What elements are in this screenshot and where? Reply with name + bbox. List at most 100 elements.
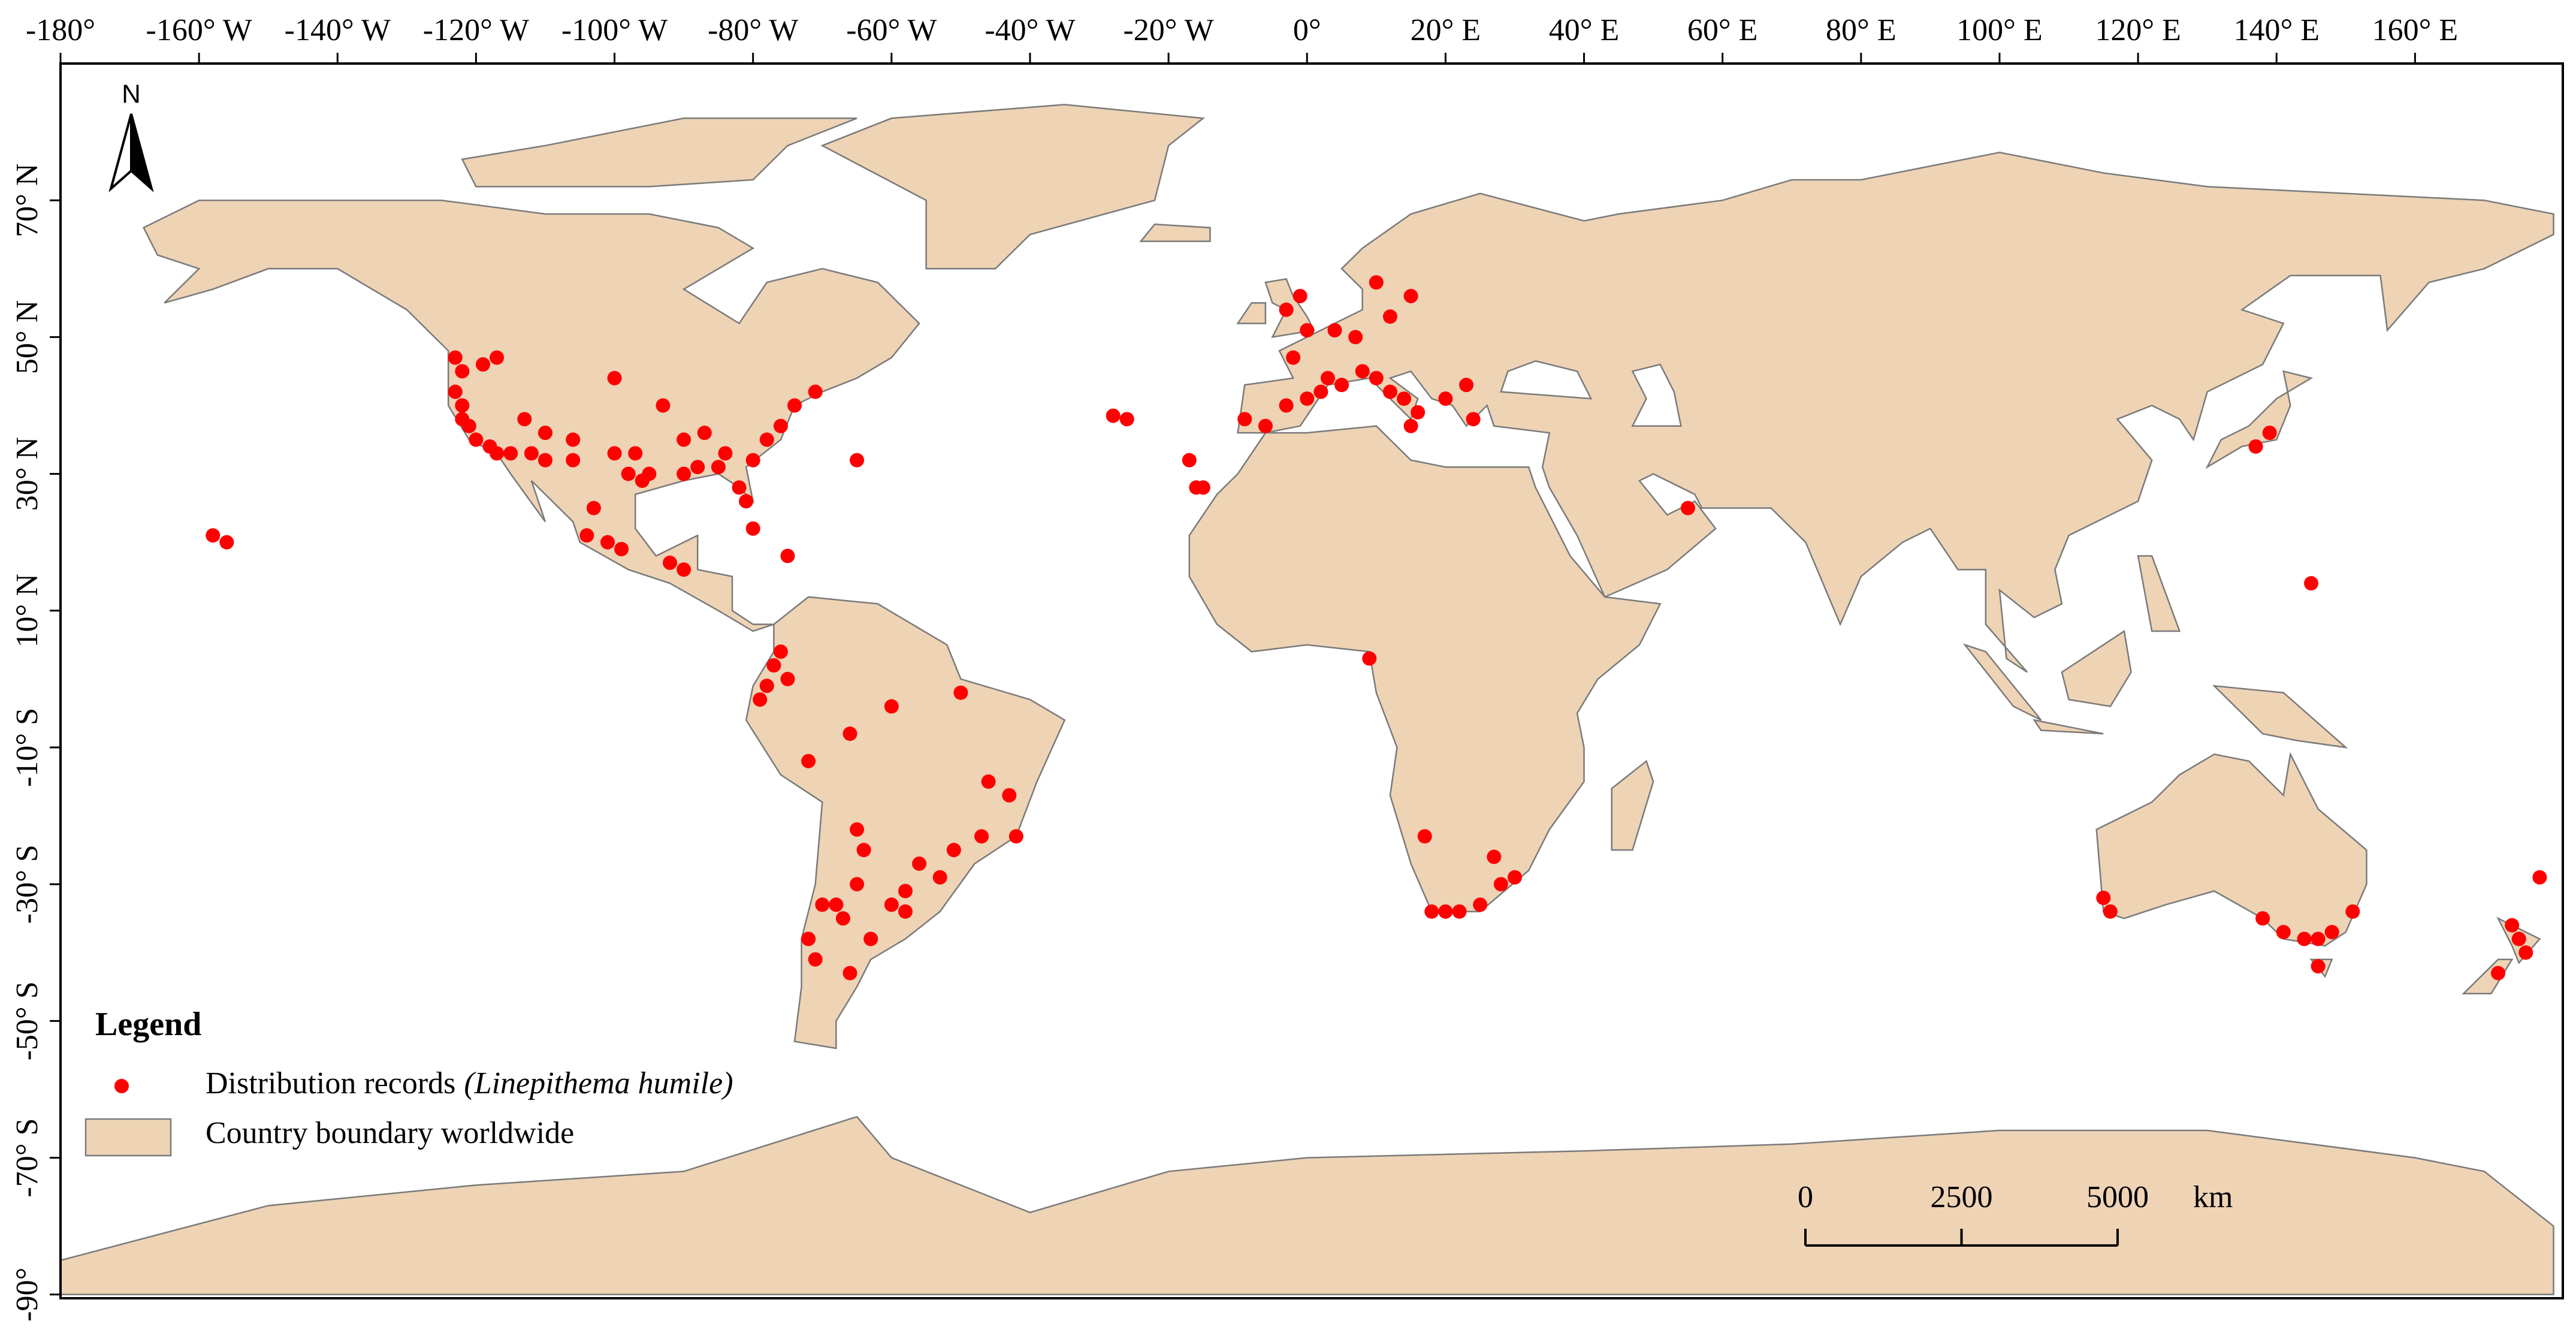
- y-tick-label: 10° N: [10, 574, 44, 647]
- record-point: [621, 466, 636, 481]
- records-layer: [206, 275, 2547, 981]
- record-point: [884, 897, 899, 912]
- record-point: [1334, 378, 1349, 393]
- record-point: [2103, 904, 2118, 919]
- record-point: [1417, 829, 1432, 844]
- record-point: [974, 829, 989, 844]
- record-point: [739, 494, 754, 509]
- record-point: [1459, 378, 1474, 393]
- record-point: [787, 398, 802, 413]
- record-point: [635, 474, 650, 488]
- madagascar: [1611, 759, 1654, 851]
- record-point: [219, 535, 234, 550]
- record-point: [1279, 398, 1294, 413]
- record-point: [1355, 364, 1370, 379]
- record-point: [2096, 891, 2111, 906]
- x-tick-label: -100° W: [561, 13, 668, 47]
- record-point: [2304, 576, 2319, 591]
- record-point: [808, 384, 823, 399]
- record-point: [1008, 829, 1023, 844]
- arctic-islands: [461, 117, 857, 188]
- record-point: [448, 350, 463, 365]
- record-point: [801, 931, 816, 946]
- record-point: [835, 911, 850, 926]
- record-point: [1397, 391, 1412, 406]
- map-frame: [59, 62, 2564, 1299]
- iceland: [1139, 223, 1211, 242]
- record-point: [566, 432, 581, 447]
- record-point: [2505, 918, 2520, 933]
- record-point: [1473, 897, 1488, 912]
- legend-boundary-label: Country boundary worldwide: [206, 1116, 574, 1150]
- x-tick-label: 80° E: [1826, 13, 1896, 47]
- record-point: [1411, 405, 1426, 420]
- legend-boundary-symbol: [84, 1118, 172, 1157]
- record-point: [1348, 330, 1363, 345]
- record-point: [745, 521, 760, 536]
- record-point: [773, 418, 788, 433]
- record-point: [815, 897, 830, 912]
- record-point: [1279, 302, 1294, 317]
- record-point: [469, 432, 484, 447]
- record-point: [1424, 904, 1439, 919]
- record-point: [448, 384, 463, 399]
- record-point: [1327, 322, 1342, 337]
- record-point: [1313, 384, 1328, 399]
- record-point: [2491, 966, 2506, 981]
- java: [2033, 719, 2104, 735]
- record-point: [206, 528, 221, 543]
- legend-records-label: Distribution records: [206, 1066, 455, 1100]
- record-point: [2248, 439, 2263, 454]
- y-tick-label: 70° N: [10, 164, 44, 237]
- record-point: [850, 877, 865, 892]
- record-point: [517, 412, 532, 427]
- record-point: [850, 453, 865, 468]
- record-point: [718, 446, 733, 461]
- record-point: [2311, 931, 2326, 946]
- x-tick-label: -80° W: [708, 13, 798, 47]
- ireland: [1236, 302, 1267, 324]
- x-tick-label: 100° E: [1956, 13, 2043, 47]
- x-tick-label: 40° E: [1549, 13, 1620, 47]
- record-point: [842, 966, 857, 981]
- record-point: [1487, 849, 1502, 864]
- legend: Legend Distribution records (Linepithema …: [84, 1006, 733, 1157]
- record-point: [537, 426, 552, 441]
- record-point: [690, 460, 705, 475]
- record-point: [2324, 925, 2339, 940]
- legend-title: Legend: [95, 1006, 201, 1043]
- record-point: [524, 446, 539, 461]
- record-point: [614, 542, 629, 557]
- record-point: [490, 446, 505, 461]
- record-point: [759, 432, 774, 447]
- record-point: [759, 678, 774, 693]
- record-point: [745, 453, 760, 468]
- record-point: [697, 426, 712, 441]
- record-point: [537, 453, 552, 468]
- legend-records-species: (Linepithema humile): [464, 1066, 733, 1100]
- x-tick-label: -180°: [26, 13, 95, 47]
- caspian-sea: [1631, 363, 1682, 427]
- record-point: [1320, 370, 1335, 385]
- record-point: [475, 357, 490, 372]
- greenland: [820, 104, 1206, 270]
- record-point: [455, 364, 470, 379]
- record-point: [953, 685, 968, 700]
- record-point: [656, 398, 671, 413]
- x-tick-label: 20° E: [1411, 13, 1481, 47]
- record-point: [1195, 480, 1210, 495]
- record-point: [490, 350, 505, 365]
- record-point: [1680, 500, 1695, 515]
- philippines: [2137, 555, 2181, 632]
- record-point: [773, 644, 788, 659]
- record-point: [1362, 651, 1377, 666]
- y-tick-label: -50° S: [10, 981, 44, 1060]
- record-point: [2262, 426, 2277, 441]
- scale-label: 0: [1798, 1180, 1813, 1214]
- record-point: [2297, 931, 2312, 946]
- borneo: [2061, 629, 2132, 707]
- x-tick-label: 0°: [1293, 13, 1321, 47]
- record-point: [2511, 931, 2526, 946]
- record-point: [503, 446, 518, 461]
